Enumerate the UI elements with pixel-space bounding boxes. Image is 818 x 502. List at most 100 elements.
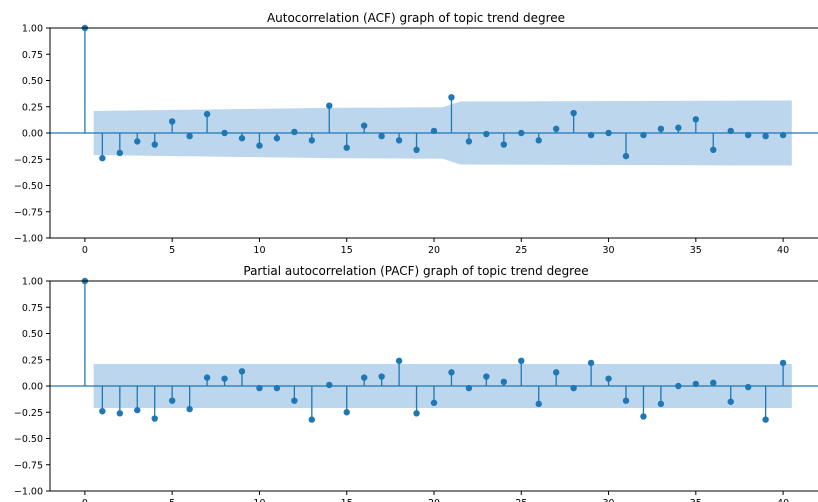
y-tick-label: −0.25 (14, 155, 43, 166)
stem-marker (675, 124, 682, 131)
stem-marker (605, 129, 612, 137)
stem-marker (657, 400, 665, 408)
stem-marker (500, 378, 508, 385)
stem-marker (640, 131, 647, 139)
y-tick-label: 0.50 (22, 76, 43, 87)
x-tick-label: 15 (341, 498, 353, 502)
stem-marker (99, 155, 106, 162)
stem-marker (116, 410, 124, 417)
x-tick-label: 0 (82, 498, 88, 502)
y-tick-label: 0.25 (22, 355, 43, 366)
stem-marker (483, 373, 490, 380)
stem-marker (273, 384, 281, 392)
stem-marker (762, 416, 769, 423)
stem-marker (605, 375, 612, 382)
stem-marker (256, 142, 263, 149)
stem-marker (430, 127, 438, 135)
stem-marker (221, 375, 228, 382)
y-tick-label: 0.00 (22, 129, 43, 140)
stem-marker (99, 408, 106, 415)
x-tick-label: 35 (690, 245, 702, 256)
stem-marker (378, 132, 385, 140)
y-tick-label: −1.00 (14, 234, 43, 245)
y-tick-label: 1.00 (22, 24, 43, 35)
stem-marker (518, 129, 525, 137)
stem-marker (779, 359, 787, 367)
stem-marker (186, 405, 193, 413)
x-tick-label: 40 (777, 245, 789, 256)
y-tick-label: 0.25 (22, 102, 43, 113)
stem-marker (500, 141, 508, 148)
stem-marker (326, 102, 333, 109)
stem-marker (483, 130, 490, 138)
stem-marker (570, 109, 577, 117)
stem-marker (308, 137, 316, 144)
stem-marker (343, 144, 350, 151)
x-tick-label: 30 (602, 498, 614, 502)
x-tick-label: 35 (690, 498, 702, 502)
stem-marker (535, 137, 542, 144)
stem-marker (168, 118, 176, 125)
stem-marker (238, 368, 246, 375)
stem-marker (360, 122, 368, 129)
stem-marker (116, 149, 124, 157)
x-tick-label: 10 (253, 498, 265, 502)
x-tick-label: 5 (169, 498, 175, 502)
y-tick-label: 0.50 (22, 329, 43, 340)
stem-marker (535, 400, 542, 408)
stem-marker (291, 128, 298, 136)
x-tick-label: 15 (341, 245, 353, 256)
stem-marker (640, 413, 647, 420)
stem-marker (360, 374, 368, 381)
stem-marker (710, 379, 717, 387)
stem-marker (622, 152, 630, 160)
stem-marker (186, 132, 193, 140)
stem-marker (413, 146, 420, 153)
x-tick-label: 20 (428, 245, 440, 256)
stem-marker (552, 125, 560, 132)
stem-marker (221, 129, 228, 137)
stem-marker (203, 110, 211, 118)
x-tick-label: 25 (515, 498, 527, 502)
stem-marker (692, 380, 700, 388)
stem-marker (779, 131, 787, 139)
stem-marker (134, 406, 141, 414)
stem-marker (657, 125, 665, 132)
y-tick-label: −1.00 (14, 487, 43, 498)
stem-marker (465, 138, 473, 145)
stem-marker (203, 374, 211, 381)
stem-marker (692, 116, 700, 123)
stem-marker (395, 357, 403, 364)
stem-marker (744, 383, 752, 391)
stem-marker (256, 384, 263, 392)
stem-marker (378, 373, 385, 380)
stem-marker (587, 359, 595, 367)
stem-marker (744, 131, 752, 139)
x-tick-label: 0 (82, 245, 88, 256)
stem-marker (518, 357, 525, 364)
y-tick-label: −0.75 (14, 460, 43, 471)
y-tick-label: −0.25 (14, 408, 43, 419)
y-tick-label: −0.75 (14, 207, 43, 218)
x-tick-label: 40 (777, 498, 789, 502)
stem-marker (552, 369, 560, 376)
y-tick-label: 1.00 (22, 277, 43, 288)
stem-marker (308, 416, 316, 423)
stem-marker (134, 138, 141, 145)
pacf-panel: Partial autocorrelation (PACF) graph of … (14, 264, 818, 502)
y-tick-label: 0.75 (22, 303, 43, 314)
acf-panel: Autocorrelation (ACF) graph of topic tre… (14, 11, 818, 256)
y-tick-label: 0.00 (22, 382, 43, 393)
x-tick-label: 30 (602, 245, 614, 256)
stem-marker (710, 146, 717, 153)
stem-marker (465, 384, 473, 392)
stem-marker (622, 397, 630, 404)
stem-marker (168, 397, 176, 404)
y-tick-label: −0.50 (14, 434, 43, 445)
stem-marker (413, 410, 420, 417)
y-tick-label: −0.50 (14, 181, 43, 192)
x-tick-label: 20 (428, 498, 440, 502)
stem-marker (430, 399, 438, 406)
stem-marker (727, 127, 734, 135)
